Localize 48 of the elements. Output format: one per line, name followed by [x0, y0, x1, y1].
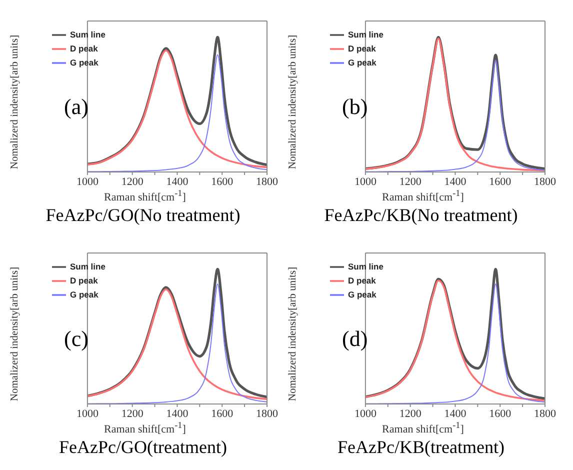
y-axis-title: Nomalizerd indensity[arb units] — [10, 34, 20, 170]
x-tick-label: 1000 — [354, 176, 377, 188]
x-tick-label: 1000 — [76, 176, 99, 188]
text: FeAzPc/KB(No treatment) — [323, 205, 519, 226]
legend-label: G peak — [348, 289, 376, 300]
annotation: (c) — [64, 326, 88, 352]
annotation: (b) — [342, 94, 368, 120]
x-tick-label: 1400 — [166, 176, 189, 188]
x-tick-label: 1200 — [121, 176, 144, 188]
legend-label: G peak — [70, 289, 98, 300]
x-tick-label: 1000 — [76, 408, 99, 420]
x-tick-label: 1600 — [211, 176, 234, 188]
x-tick-label: 1200 — [399, 176, 422, 188]
x-tick-label: 1600 — [489, 408, 512, 420]
text: FeAzPc/KB(treatment) — [336, 437, 506, 458]
x-axis-title: Raman shift[cm$^{-1}$] — [103, 188, 187, 204]
y-axis-title: Nomalizerd indensity[arb units] — [288, 266, 298, 402]
annotation: (a) — [64, 94, 88, 120]
annotation: (d) — [342, 326, 368, 352]
legend-label: D peak — [348, 275, 376, 286]
y-axis-title: Nomalizerd indensity[arb units] — [10, 266, 20, 402]
x-axis-title: Raman shift[cm$^{-1}$] — [381, 188, 465, 204]
x-tick-label: 1200 — [399, 408, 422, 420]
legend-label: Sum line — [348, 29, 384, 40]
x-tick-label: 1200 — [121, 408, 144, 420]
y-axis-title: Nomalizerd indensity[arb units] — [288, 34, 298, 170]
legend-label: D peak — [70, 43, 98, 54]
x-tick-label: 1800 — [534, 408, 556, 420]
x-tick-label: 1600 — [489, 176, 512, 188]
x-axis-title: Raman shift[cm$^{-1}$] — [381, 420, 465, 436]
legend-label: D peak — [348, 43, 376, 54]
x-tick-label: 1800 — [256, 176, 278, 188]
legend-label: Sum line — [348, 261, 384, 272]
x-tick-label: 1400 — [166, 408, 189, 420]
x-tick-label: 1600 — [211, 408, 234, 420]
text: FeAzPc/GO(treatment) — [58, 437, 228, 458]
x-axis-title: Raman shift[cm$^{-1}$] — [103, 420, 187, 436]
x-tick-label: 1400 — [444, 176, 467, 188]
legend-label: Sum line — [70, 261, 106, 272]
legend-label: D peak — [70, 275, 98, 286]
legend-label: G peak — [70, 57, 98, 68]
x-tick-label: 1800 — [534, 176, 556, 188]
x-tick-label: 1800 — [256, 408, 278, 420]
legend-label: Sum line — [70, 29, 106, 40]
x-tick-label: 1000 — [354, 408, 377, 420]
x-tick-label: 1400 — [444, 408, 467, 420]
legend-label: G peak — [348, 57, 376, 68]
text: FeAzPc/GO(No treatment) — [44, 205, 242, 226]
